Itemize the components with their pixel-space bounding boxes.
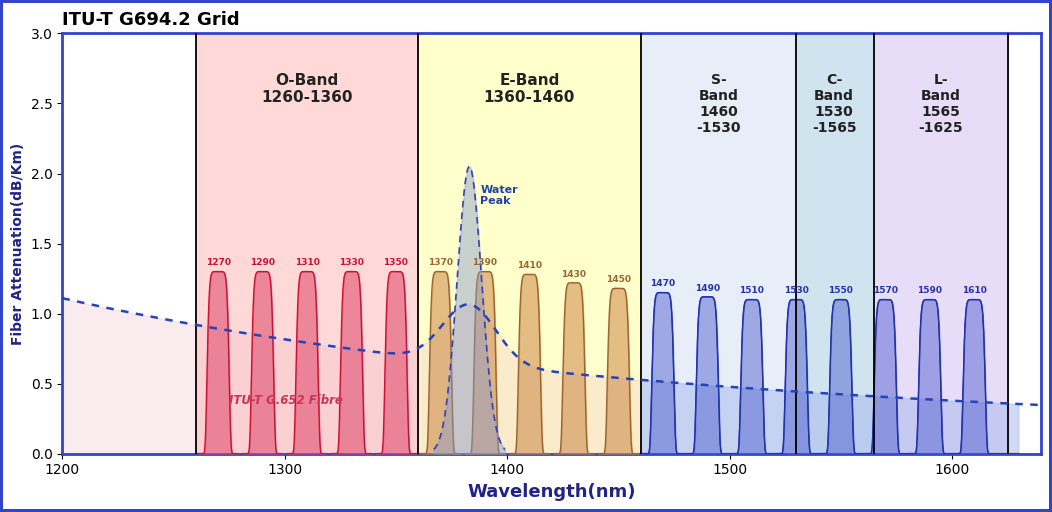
Bar	[641, 33, 796, 454]
Text: 1570: 1570	[873, 286, 897, 295]
Text: 1310: 1310	[295, 259, 320, 267]
Bar	[874, 33, 1008, 454]
Text: ITU-T G.652 Fibre: ITU-T G.652 Fibre	[229, 394, 343, 407]
Text: 1550: 1550	[828, 286, 853, 295]
Bar	[196, 33, 419, 454]
Text: 1610: 1610	[962, 286, 987, 295]
Text: 1350: 1350	[384, 259, 408, 267]
Text: 1450: 1450	[606, 275, 631, 284]
X-axis label: Wavelength(nm): Wavelength(nm)	[467, 483, 635, 501]
Text: 1370: 1370	[428, 259, 453, 267]
Text: 1330: 1330	[339, 259, 364, 267]
Text: ITU-T G694.2 Grid: ITU-T G694.2 Grid	[62, 11, 240, 29]
Y-axis label: Fiber Attenuation(dB/Km): Fiber Attenuation(dB/Km)	[12, 142, 25, 345]
Text: 1290: 1290	[250, 259, 275, 267]
Text: 1270: 1270	[205, 259, 230, 267]
Text: 1470: 1470	[650, 280, 675, 288]
Text: S-
Band
1460
-1530: S- Band 1460 -1530	[696, 73, 741, 135]
Text: 1590: 1590	[917, 286, 943, 295]
Text: 1530: 1530	[784, 286, 809, 295]
Text: 1490: 1490	[694, 284, 720, 292]
Text: 1430: 1430	[562, 269, 586, 279]
Text: 1410: 1410	[517, 261, 542, 270]
Text: E-Band
1360-1460: E-Band 1360-1460	[484, 73, 575, 105]
Text: L-
Band
1565
-1625: L- Band 1565 -1625	[918, 73, 964, 135]
Text: C-
Band
1530
-1565: C- Band 1530 -1565	[812, 73, 856, 135]
Text: 1510: 1510	[740, 286, 764, 295]
Text: 1390: 1390	[472, 259, 498, 267]
Text: O-Band
1260-1360: O-Band 1260-1360	[261, 73, 352, 105]
Bar	[419, 33, 641, 454]
Bar	[796, 33, 874, 454]
Text: Water
Peak: Water Peak	[481, 185, 518, 206]
